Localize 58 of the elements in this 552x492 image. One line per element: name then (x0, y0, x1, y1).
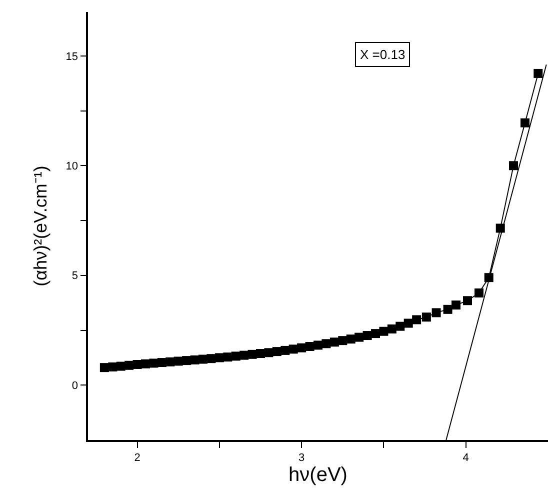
y-tick-label: 5 (72, 270, 78, 282)
point (280, 346, 290, 355)
point (182, 356, 192, 366)
point (166, 357, 175, 366)
x-axis-title: hν(eV) (288, 464, 348, 486)
x-tick-label: 4 (462, 452, 469, 464)
point (157, 358, 166, 368)
point (330, 338, 339, 347)
point (305, 342, 314, 351)
point (422, 312, 431, 322)
x-tick-label: 3 (298, 452, 305, 464)
point (231, 352, 240, 361)
point (338, 336, 348, 346)
point (463, 296, 472, 306)
point (354, 332, 364, 342)
point (432, 308, 441, 318)
point (452, 300, 460, 310)
point (362, 331, 372, 340)
point (100, 363, 109, 372)
point (412, 315, 422, 324)
point (396, 322, 405, 331)
point (248, 350, 257, 359)
point (534, 68, 543, 78)
point (272, 347, 282, 356)
point (116, 362, 126, 371)
point (174, 356, 183, 366)
point (474, 288, 484, 298)
point (322, 339, 331, 348)
y-tick-label: 10 (66, 160, 78, 172)
point (214, 353, 224, 362)
point (190, 355, 200, 364)
point (240, 350, 249, 360)
point (132, 360, 142, 369)
point (141, 359, 150, 368)
point (206, 354, 216, 364)
y-axis-title: (αhν)²(eV.cm⁻¹) (30, 166, 50, 286)
point (223, 352, 232, 362)
point (108, 362, 118, 372)
point (124, 360, 134, 370)
point (379, 326, 388, 336)
point (264, 348, 274, 358)
point (443, 304, 452, 314)
point (371, 329, 380, 338)
point (256, 349, 265, 358)
point (387, 324, 396, 334)
point (314, 340, 322, 350)
point (520, 118, 530, 128)
point (198, 354, 208, 364)
y-tick-label: 15 (66, 50, 78, 63)
point (346, 334, 356, 344)
point (509, 161, 518, 170)
point (297, 343, 306, 352)
y-tick-label: 0 (72, 380, 78, 392)
annotation: X =0.13 (360, 47, 406, 62)
point (288, 344, 298, 354)
point (149, 358, 158, 368)
x-tick-label: 2 (134, 452, 140, 464)
point (404, 318, 413, 328)
